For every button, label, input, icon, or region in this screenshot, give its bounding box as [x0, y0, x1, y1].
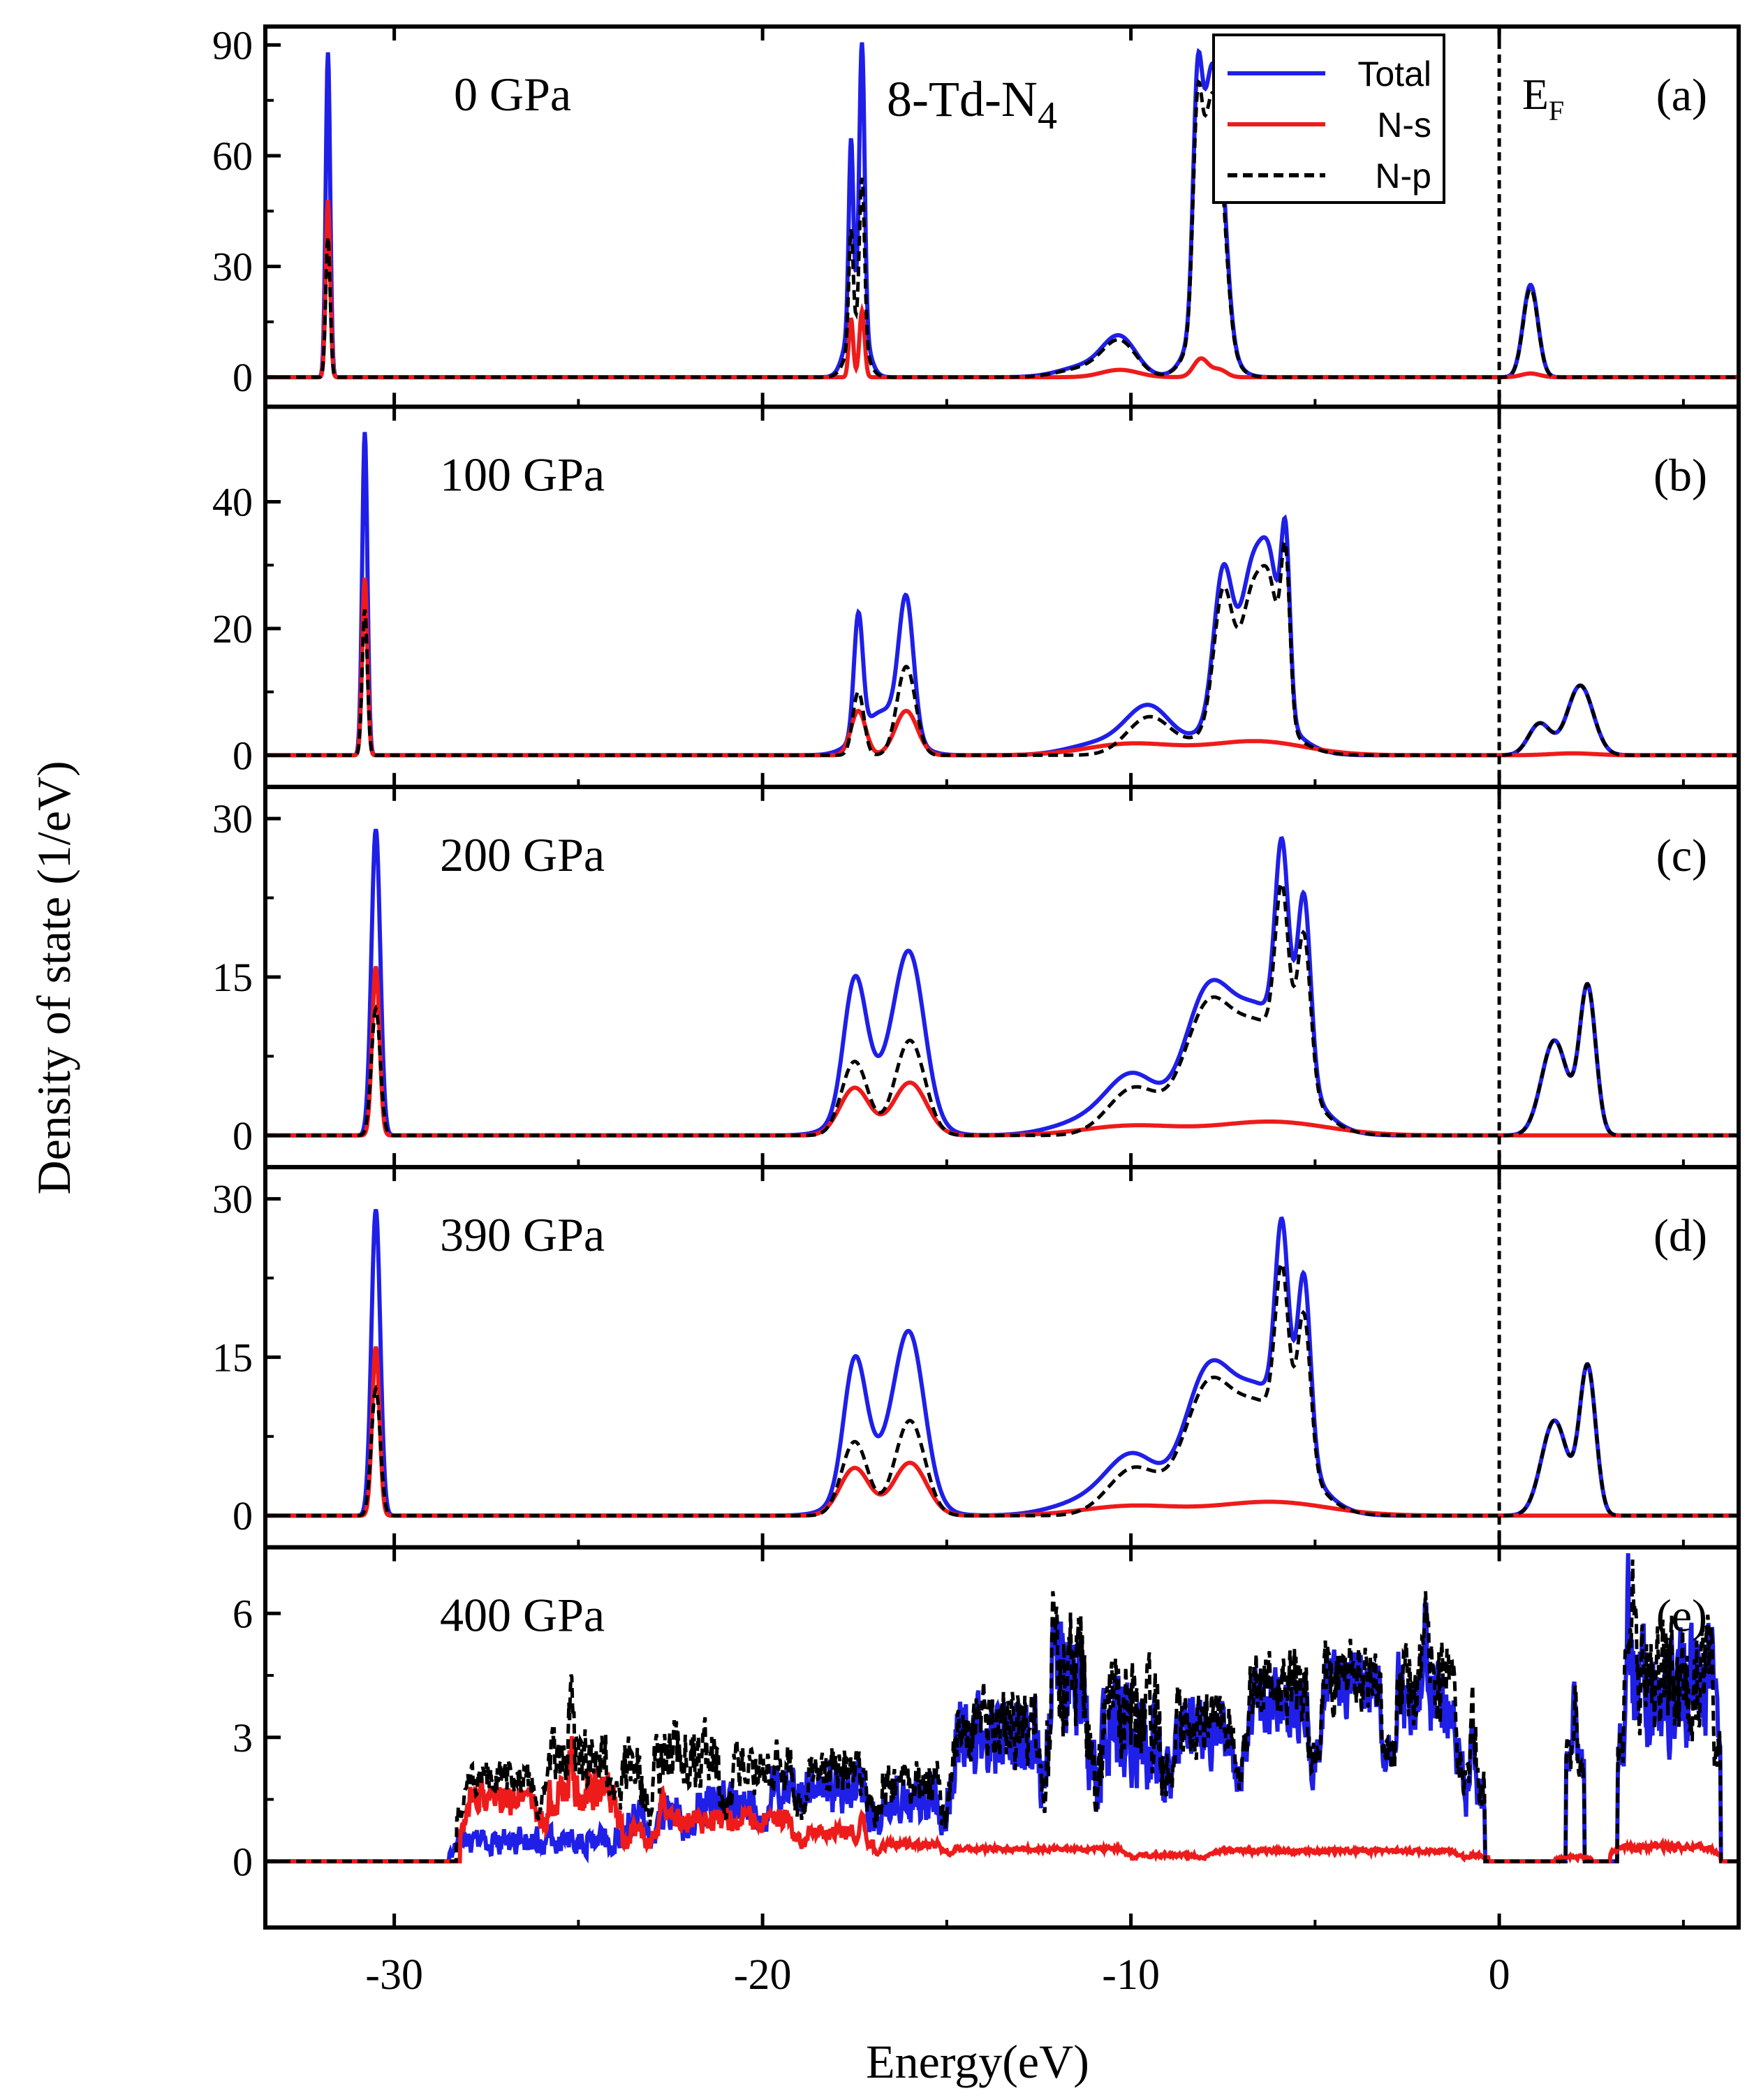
fermi-label: EF — [1522, 71, 1564, 126]
structure-label-subscript: 4 — [1038, 94, 1057, 138]
y-tick-label: 15 — [212, 1335, 253, 1380]
panel-e: 0 3 6 400 GPa (e) -30 -20 -10 0 — [233, 1545, 1741, 1999]
panel-label: (b) — [1653, 450, 1707, 501]
series-n-s-line — [265, 578, 1739, 758]
x-tick-label: -30 — [365, 1951, 423, 1999]
x-axis-label: Energy(eV) — [866, 2035, 1089, 2088]
y-axis-label: Density of state (1/eV) — [27, 761, 80, 1194]
y-tick-label: 30 — [212, 244, 253, 290]
y-tick-label: 0 — [233, 355, 253, 400]
x-tick-label: -20 — [734, 1951, 792, 1999]
y-tick-label: 0 — [233, 733, 253, 778]
series-n-s-line — [265, 1735, 1739, 1865]
pressure-label: 400 GPa — [440, 1589, 605, 1642]
y-tick-label: 0 — [233, 1839, 253, 1884]
legend-label-total: Total — [1357, 54, 1431, 94]
y-tick-label: 60 — [212, 133, 253, 179]
pressure-label: 100 GPa — [440, 448, 605, 501]
series-n-p-line — [265, 79, 1739, 379]
series-n-p-line — [265, 1559, 1739, 1863]
panel-label: (c) — [1656, 830, 1707, 881]
series-n-s-line — [265, 1346, 1739, 1518]
y-tick-label: 6 — [233, 1591, 253, 1636]
y-tick-label: 20 — [212, 606, 253, 652]
panel-label: (d) — [1653, 1210, 1707, 1261]
pressure-label: 390 GPa — [440, 1208, 605, 1261]
legend-label-n-p: N-p — [1375, 156, 1431, 196]
y-tick-label: 40 — [212, 480, 253, 525]
x-tick-label: 0 — [1489, 1951, 1510, 1999]
pressure-label: 200 GPa — [440, 828, 605, 881]
panel-label: (a) — [1656, 70, 1707, 121]
panel-c: 0 15 30 200 GPa (c) — [212, 784, 1741, 1170]
y-tick-label: 30 — [212, 796, 253, 842]
y-tick-label: 15 — [212, 955, 253, 1000]
panel-b: 0 20 40 100 GPa (b) — [212, 404, 1741, 789]
panel-d: 0 15 30 390 GPa (d) — [212, 1165, 1741, 1550]
panel-label: (e) — [1656, 1591, 1707, 1642]
y-tick-label: 90 — [212, 22, 253, 68]
y-tick-label: 0 — [233, 1113, 253, 1159]
y-tick-label: 0 — [233, 1493, 253, 1539]
series-n-p-line — [265, 538, 1739, 757]
structure-label: 8-Td-N4 — [887, 71, 1057, 138]
legend-label-n-s: N-s — [1377, 105, 1431, 145]
panel-a: 0 30 60 90 0 GPa (a) 8-Td-N4 EF Total N-s N-p — [212, 22, 1741, 409]
x-tick-label: -10 — [1102, 1951, 1160, 1999]
series-n-s-line — [265, 966, 1739, 1138]
pressure-label: 0 GPa — [454, 68, 571, 121]
y-tick-label: 3 — [233, 1715, 253, 1761]
y-tick-label: 30 — [212, 1177, 253, 1222]
legend: Total N-s N-p — [1212, 34, 1445, 204]
series-n-p-line — [265, 881, 1739, 1138]
fermi-label-subscript: F — [1549, 95, 1564, 126]
series-n-p-line — [265, 1262, 1739, 1518]
